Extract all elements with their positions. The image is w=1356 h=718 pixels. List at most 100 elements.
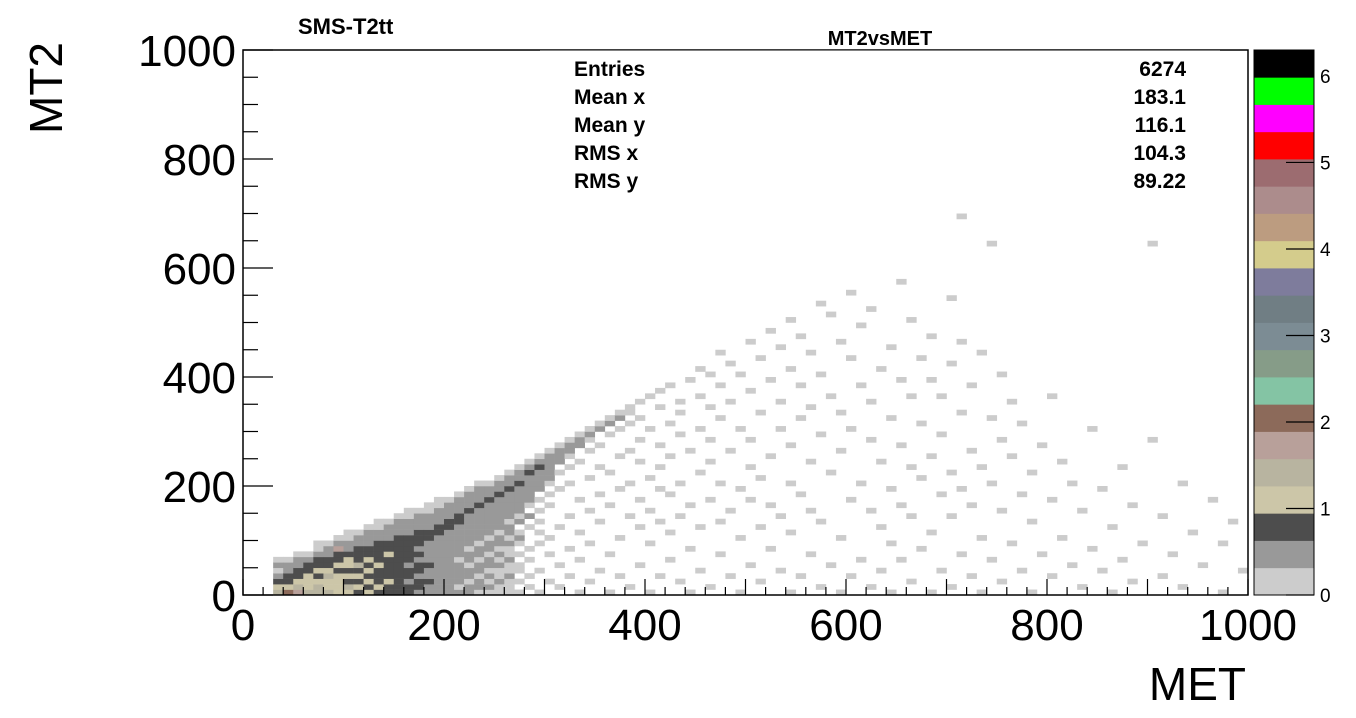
heatmap-bin <box>303 551 314 558</box>
heatmap-bin <box>454 535 465 541</box>
heatmap-bin <box>614 415 626 421</box>
heatmap-bin <box>775 398 786 405</box>
heatmap-bin <box>825 469 837 476</box>
heatmap-bin <box>564 464 575 470</box>
heatmap-bin <box>604 420 616 427</box>
heatmap-bin <box>584 507 596 514</box>
heatmap-bin <box>514 518 525 525</box>
palette-swatch <box>1254 540 1314 569</box>
heatmap-bin <box>353 545 364 552</box>
y-axis-label: MT2 <box>20 42 72 134</box>
heatmap-bin <box>665 382 676 389</box>
heatmap-bin <box>444 540 455 547</box>
heatmap-bin <box>283 578 294 585</box>
heatmap-bin <box>574 436 585 443</box>
heatmap-bin <box>293 573 304 579</box>
heatmap-bin <box>413 584 425 590</box>
heatmap-bin <box>494 584 505 590</box>
heatmap-bin <box>383 545 395 552</box>
heatmap-bin <box>423 540 435 547</box>
heatmap-bin <box>946 295 957 301</box>
heatmap-bin <box>413 540 425 547</box>
heatmap-bin <box>655 404 666 410</box>
heatmap-bin <box>785 589 797 596</box>
heatmap-bin <box>976 349 987 356</box>
heatmap-bin <box>423 567 435 574</box>
heatmap-bin <box>403 513 415 519</box>
heatmap-bin <box>1217 589 1229 596</box>
palette-swatch <box>1254 513 1314 541</box>
heatmap-bin <box>464 524 475 530</box>
heatmap-bin <box>313 567 324 574</box>
heatmap-bin <box>926 529 937 536</box>
heatmap-bin <box>313 556 324 563</box>
heatmap-bin <box>1227 518 1239 525</box>
heatmap-bin <box>584 578 596 585</box>
heatmap-bin <box>333 540 344 547</box>
heatmap-bin <box>966 382 977 389</box>
heatmap-bin <box>484 589 495 596</box>
heatmap-bin <box>504 545 515 552</box>
heatmap-bin <box>544 469 555 476</box>
heatmap-bin <box>333 556 344 563</box>
heatmap-bin <box>313 540 324 547</box>
heatmap-bin <box>504 589 515 596</box>
heatmap-bin <box>484 562 495 569</box>
heatmap-bin <box>705 404 716 410</box>
heatmap-bin <box>805 551 817 558</box>
heatmap-bin <box>655 573 666 579</box>
heatmap-bin <box>454 491 465 498</box>
heatmap-bin <box>454 518 465 525</box>
heatmap-bin <box>554 584 565 590</box>
heatmap-bin <box>444 524 455 530</box>
heatmap-bin <box>1026 518 1038 525</box>
heatmap-bin <box>524 464 535 470</box>
heatmap-bin <box>956 486 967 492</box>
heatmap-bin <box>293 589 304 596</box>
heatmap-bin <box>996 578 1008 585</box>
heatmap-bin <box>353 556 364 563</box>
heatmap-bin <box>916 545 927 552</box>
heatmap-bin <box>464 545 475 552</box>
heatmap-bin <box>514 507 525 514</box>
heatmap-bin <box>303 589 314 596</box>
heatmap-bin <box>986 240 998 247</box>
heatmap-bin <box>1077 584 1088 590</box>
heatmap-bin <box>554 469 565 476</box>
heatmap-bin <box>996 436 1008 443</box>
heatmap-bin <box>926 377 937 383</box>
heatmap-bin <box>524 513 535 519</box>
heatmap-bin <box>1047 573 1058 579</box>
heatmap-bin <box>775 344 786 351</box>
palette-swatch <box>1254 186 1314 214</box>
heatmap-bin <box>564 513 575 519</box>
heatmap-bin <box>303 562 314 569</box>
heatmap-bin <box>745 562 756 569</box>
heatmap-bin <box>544 480 555 487</box>
heatmap-bin <box>755 578 766 585</box>
heatmap-bin <box>765 327 776 334</box>
heatmap-bin <box>544 447 555 454</box>
heatmap-bin <box>946 513 957 519</box>
x-tick-label: 600 <box>809 601 882 650</box>
heatmap-bin <box>373 584 384 590</box>
heatmap-bin <box>846 355 857 361</box>
heatmap-bin <box>524 502 535 509</box>
heatmap-bin <box>343 573 354 579</box>
heatmap-bin <box>906 393 917 400</box>
heatmap-bin <box>564 442 575 449</box>
heatmap-bin <box>1147 240 1158 247</box>
heatmap-bin <box>524 584 535 590</box>
heatmap-bin <box>715 415 726 421</box>
heatmap-bin <box>504 486 515 492</box>
heatmap-bin <box>755 524 766 530</box>
heatmap-bin <box>333 562 344 569</box>
heatmap-bin <box>313 573 324 579</box>
histogram-title: MT2vsMET <box>828 28 932 50</box>
heatmap-bin <box>373 567 384 574</box>
heatmap-bin <box>343 535 354 541</box>
heatmap-bin <box>1087 426 1098 432</box>
heatmap-bin <box>494 518 505 525</box>
heatmap-bin <box>1036 551 1048 558</box>
heatmap-bin <box>504 502 515 509</box>
